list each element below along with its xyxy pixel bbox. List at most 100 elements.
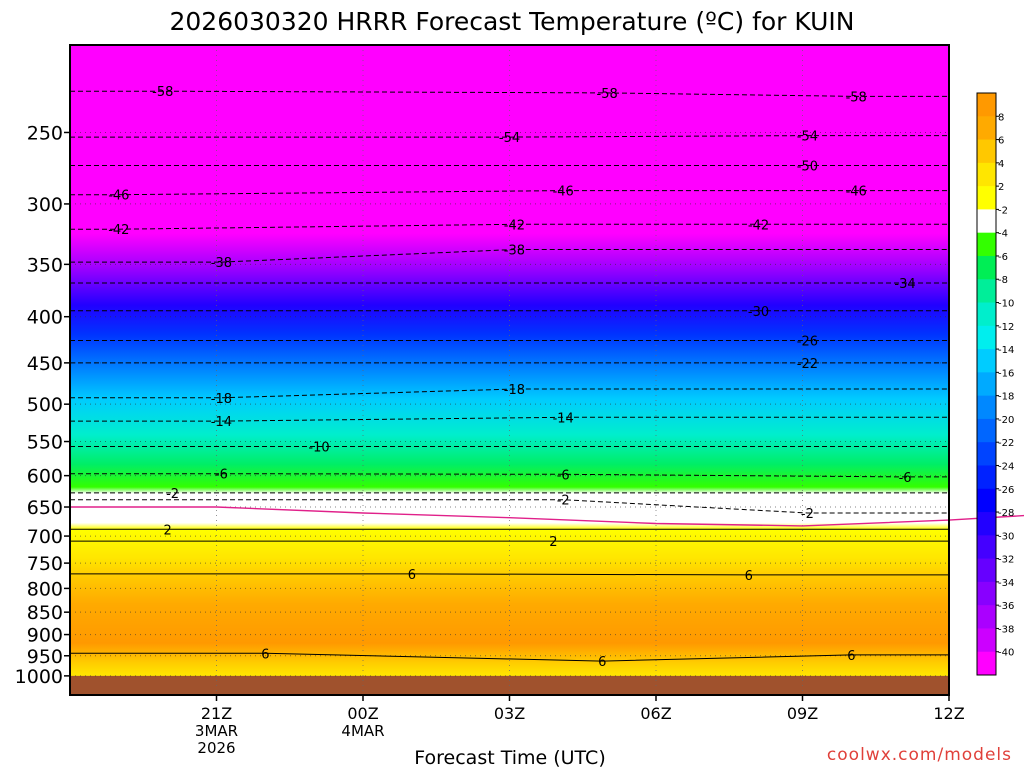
isotherm-line [70, 249, 949, 263]
y-tick-label: 450 [27, 353, 63, 375]
colorbar-swatch [977, 93, 996, 117]
isotherm-label: -54 [797, 130, 818, 145]
isotherm-line [70, 473, 949, 478]
isotherm-label: -6 [215, 468, 228, 483]
colorbar-swatch [977, 302, 996, 327]
y-tick-label: 300 [27, 194, 63, 216]
y-tick-label: 700 [27, 526, 63, 548]
x-tick-label: 21Z [201, 704, 232, 723]
colorbar-label: -28 [998, 508, 1014, 519]
colorbar-label: -40 [998, 648, 1014, 659]
isotherm-label: -10 [308, 440, 329, 455]
colorbar-swatch [977, 488, 996, 513]
x-axis-label: Forecast Time (UTC) [414, 747, 605, 768]
isotherm-label: -18 [211, 392, 232, 407]
y-tick-label: 1000 [15, 666, 63, 688]
colorbar-swatch [977, 581, 996, 606]
colorbar-label: -22 [998, 438, 1014, 449]
colorbar-swatch [977, 279, 996, 304]
x-tick-label: 09Z [787, 704, 818, 723]
colorbar-swatch [977, 465, 996, 490]
colorbar-label: -8 [998, 275, 1008, 286]
isotherm-layer [70, 90, 1024, 662]
isotherm-label: -54 [499, 131, 520, 146]
colorbar-label: 4 [998, 159, 1004, 170]
colorbar-label: -4 [998, 229, 1008, 240]
isotherm-line [70, 499, 949, 514]
isotherm-line [70, 90, 949, 97]
isotherm-label: 6 [408, 568, 416, 583]
isotherm-label: 2 [164, 523, 172, 538]
colorbar-label: -16 [998, 368, 1014, 379]
y-tick-label: 500 [27, 394, 63, 416]
isotherm-line [70, 416, 949, 422]
isotherm-label: 6 [261, 647, 269, 662]
isotherm-label: 2 [549, 535, 557, 550]
colorbar-label: -24 [998, 461, 1014, 472]
colorbar-label: 2 [998, 182, 1004, 193]
colorbar-swatch [977, 512, 996, 536]
isotherm-label: -2 [166, 487, 179, 502]
colorbar-swatch [977, 255, 996, 280]
colorbar-label: -12 [998, 322, 1014, 333]
colorbar-swatch [977, 605, 996, 629]
isotherm-label: -30 [748, 305, 769, 320]
isotherm-line [70, 388, 949, 399]
colorbar-swatch [977, 116, 996, 141]
x-tick-label: 06Z [640, 704, 671, 723]
colorbar-swatch [977, 395, 996, 420]
colorbar-label: -30 [998, 531, 1014, 542]
colorbar-swatch [977, 418, 996, 443]
colorbar-label: -26 [998, 485, 1014, 496]
isotherm-line [70, 135, 949, 138]
colorbar-label: 6 [998, 136, 1004, 147]
isotherm-label: -58 [597, 87, 618, 102]
y-tick-label: 250 [27, 122, 63, 144]
colorbar-label: -2 [998, 205, 1008, 216]
isotherm-label: -34 [894, 277, 915, 292]
isotherm-label: 6 [847, 649, 855, 664]
colorbar-border [976, 92, 997, 676]
isotherm-label: -26 [797, 334, 818, 349]
isotherm-label: -6 [899, 471, 912, 486]
isotherm-label: -42 [108, 223, 129, 238]
y-tick-label: 850 [27, 602, 63, 624]
colorbar-swatch [977, 232, 996, 257]
x-tick-label: 2026 [197, 739, 235, 757]
isotherm-labels: -58 -58 -58 -54 -54 -50 -46 -46 -46 -42 -42 -42 -38 -… [108, 85, 915, 670]
y-tick-label: 900 [27, 625, 63, 647]
colorbar-swatch [977, 442, 996, 466]
isotherm-label: -50 [797, 160, 818, 175]
isotherm-label: -58 [152, 85, 173, 100]
colorbar-label: -18 [998, 392, 1014, 403]
colorbar-label: -14 [998, 345, 1014, 356]
isotherm-label: -18 [504, 383, 525, 398]
isotherm-label: -14 [553, 411, 574, 426]
isotherm-label: -38 [211, 256, 232, 271]
isotherm-label: 6 [598, 655, 606, 670]
colorbar-swatch [977, 209, 996, 234]
y-tick-label: 400 [27, 307, 63, 329]
freezing-line [70, 506, 1024, 527]
y-tick-label: 650 [27, 497, 63, 519]
colorbar-swatch [977, 325, 996, 350]
x-tick-label: 3MAR [195, 722, 238, 740]
y-tick-label: 350 [27, 254, 63, 276]
isotherm-label: -42 [748, 218, 769, 233]
y-tick-label: 550 [27, 432, 63, 454]
credit-text: coolwx.com/models [827, 745, 1012, 765]
colorbar-label: -10 [998, 299, 1014, 310]
colorbar-label: -6 [998, 252, 1008, 263]
x-tick-label: 03Z [494, 704, 525, 723]
isotherm-line [70, 190, 949, 196]
isotherm-label: 6 [745, 569, 753, 584]
colorbar-label: -20 [998, 415, 1014, 426]
colorbar-swatch [977, 162, 996, 187]
x-tick-label: 4MAR [341, 722, 384, 740]
isotherm-line [70, 573, 949, 576]
isotherm-label: -42 [504, 218, 525, 233]
y-tick-label: 800 [27, 578, 63, 600]
isotherm-label: -14 [211, 415, 232, 430]
isotherm-label: -46 [846, 185, 867, 200]
